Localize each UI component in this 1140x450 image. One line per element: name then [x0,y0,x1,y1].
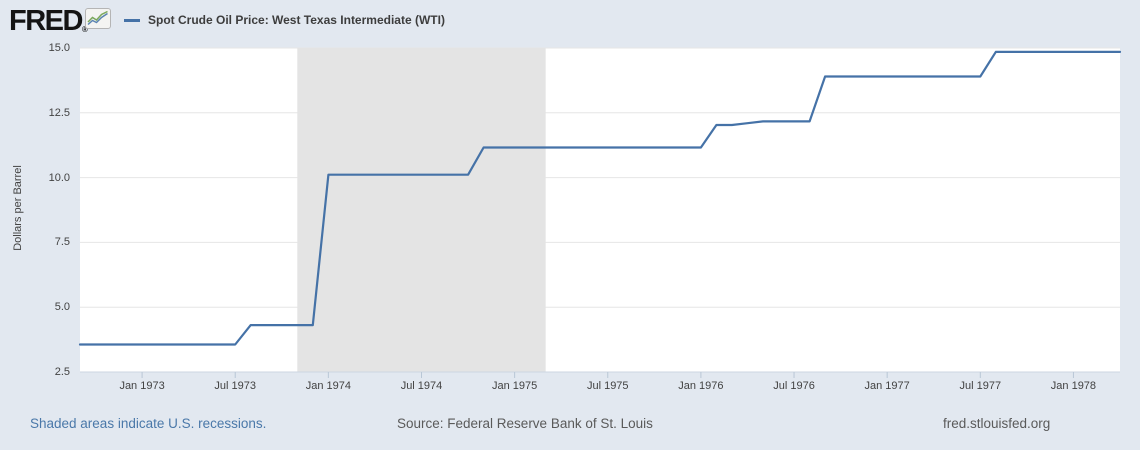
x-tick-label: Jan 1978 [1050,380,1097,392]
fred-logo-chart-icon [85,8,111,29]
fred-logo-text: FRED [9,5,83,37]
recession-band [297,48,546,372]
x-tick-label: Jul 1974 [400,380,443,392]
source-text: Source: Federal Reserve Bank of St. Loui… [397,416,653,431]
site-url-text: fred.stlouisfed.org [943,416,1051,431]
series-title: Spot Crude Oil Price: West Texas Interme… [148,13,445,27]
x-tick-label: Jul 1976 [773,380,815,392]
series-legend: Spot Crude Oil Price: West Texas Interme… [124,0,445,40]
x-tick-label: Jul 1973 [214,380,257,392]
recession-note-link[interactable]: Shaded areas indicate U.S. recessions. [30,416,267,431]
y-tick-label: 7.5 [54,236,70,249]
legend-line-swatch [124,18,140,22]
y-tick-label: 5.0 [54,301,70,314]
x-tick-label: Jan 1977 [864,380,910,392]
x-tick-label: Jan 1974 [305,380,351,392]
plot-area[interactable] [80,48,1120,372]
x-tick-label: Jan 1976 [678,380,724,392]
y-tick-label: 12.5 [48,106,70,119]
fred-logo[interactable]: FRED® [9,5,88,38]
x-tick-label: Jan 1973 [119,380,165,392]
x-tick-label: Jul 1977 [959,380,1002,392]
y-tick-label: 10.0 [48,171,70,184]
y-tick-label: 2.5 [54,366,70,378]
series-line [78,50,1122,346]
registered-mark-icon: ® [81,25,88,34]
x-tick-label: Jul 1975 [586,380,629,392]
y-tick-label: 15.0 [48,42,70,54]
y-axis-title: Dollars per Barrel [12,165,24,251]
x-tick-label: Jan 1975 [491,380,538,392]
